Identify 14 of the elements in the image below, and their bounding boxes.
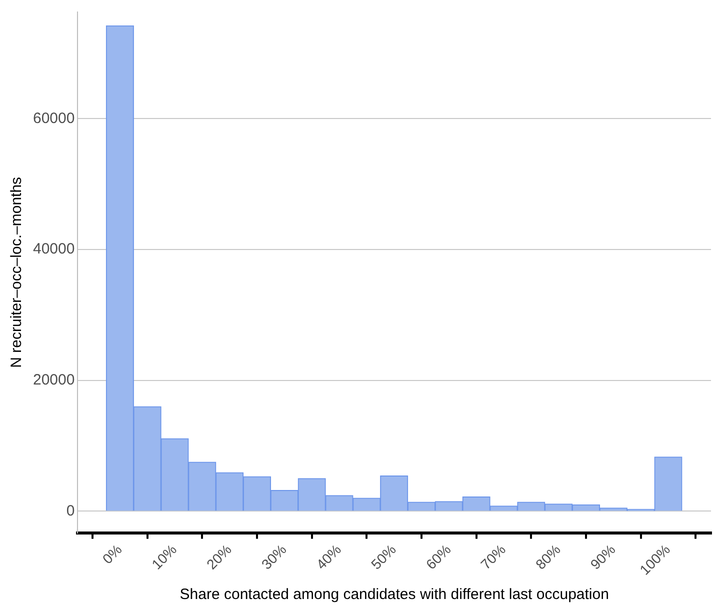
- y-tick-label: 40000: [32, 240, 75, 258]
- x-tick-label: 70%: [477, 541, 509, 572]
- y-axis-title: N recruiter–occ–loc.–months: [8, 176, 26, 368]
- y-tick-label: 60000: [32, 110, 75, 127]
- x-tick-label: 40%: [312, 541, 344, 572]
- x-axis-title: Share contacted among candidates with different last occupation: [180, 586, 609, 604]
- x-tick-label: 90%: [587, 541, 618, 572]
- x-tick-label: 0%: [99, 541, 125, 567]
- y-tick-label: 20000: [32, 371, 75, 388]
- x-tick-label: 60%: [422, 541, 454, 572]
- x-tick-label: 80%: [532, 541, 564, 572]
- y-tick-label: 0: [66, 502, 75, 520]
- x-tick-label: 50%: [368, 541, 399, 572]
- x-tick-label: 30%: [258, 541, 290, 572]
